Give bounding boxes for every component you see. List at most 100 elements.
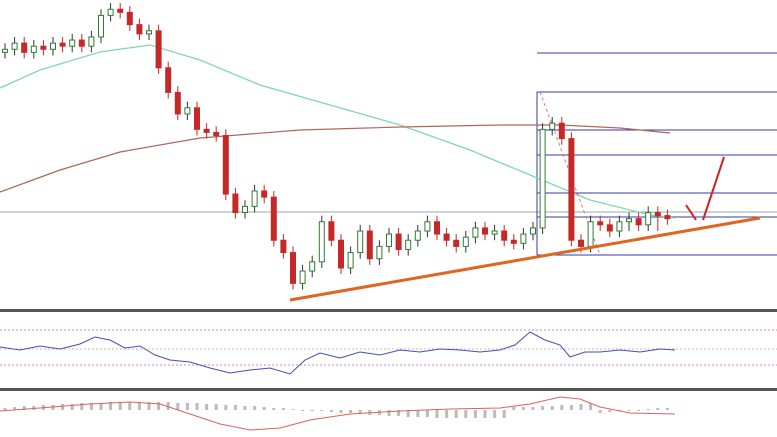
candle-body xyxy=(126,11,133,26)
macd-bar xyxy=(358,410,362,414)
macd-bar xyxy=(301,410,305,411)
candle-body xyxy=(69,39,76,47)
macd-bar xyxy=(493,410,497,418)
trendline xyxy=(289,216,761,302)
macd-bar xyxy=(233,405,237,410)
moving-average-fast xyxy=(0,44,676,219)
separator xyxy=(0,309,777,312)
candle-body xyxy=(280,239,287,254)
fib-levels xyxy=(536,52,777,256)
candle-body xyxy=(184,107,191,115)
macd-bar xyxy=(541,406,545,410)
candle-body xyxy=(530,227,536,235)
macd-bar xyxy=(665,408,669,410)
rsi-line xyxy=(0,331,676,375)
macd-bar xyxy=(531,407,535,410)
candle-body xyxy=(155,30,162,69)
macd-bar xyxy=(608,410,612,412)
macd-bar xyxy=(425,410,429,417)
candle-body xyxy=(510,239,517,244)
macd-bar xyxy=(387,410,391,416)
candle-body xyxy=(558,122,565,140)
candle-body xyxy=(222,135,229,195)
macd-bar xyxy=(195,403,199,410)
macd-bar xyxy=(521,407,525,410)
candle-body xyxy=(11,42,18,50)
candle-body xyxy=(98,14,104,38)
candle-body xyxy=(146,30,152,35)
macd-bar xyxy=(51,405,55,410)
candle-body xyxy=(299,270,306,284)
candle-body xyxy=(203,128,210,133)
macd-bar xyxy=(137,402,141,410)
candle-body xyxy=(635,218,642,226)
candle-body xyxy=(107,8,114,16)
macd-bar xyxy=(598,410,602,413)
macd-bar xyxy=(502,410,506,418)
candle-body xyxy=(357,230,364,254)
macd-bar xyxy=(118,402,122,410)
candle-body xyxy=(213,131,220,137)
macd-bar xyxy=(339,410,343,413)
candle-body xyxy=(318,221,325,263)
arrow xyxy=(685,204,697,221)
candle-body xyxy=(578,239,584,247)
macd-bar xyxy=(157,402,161,410)
candle-body xyxy=(434,221,440,235)
candle-body xyxy=(136,24,143,35)
candle-body xyxy=(117,8,124,13)
macd-bar xyxy=(3,408,7,410)
macd-bar xyxy=(656,408,660,410)
candle-body xyxy=(165,67,172,93)
macd-bar xyxy=(253,406,257,410)
macd-bar xyxy=(483,410,487,418)
candle-body xyxy=(242,205,248,214)
candle-body xyxy=(21,42,28,53)
macd-bar xyxy=(406,410,410,417)
macd-bar xyxy=(89,403,93,410)
candle-body xyxy=(386,233,392,247)
candle-body xyxy=(232,193,239,214)
macd-bar xyxy=(637,410,641,411)
macd-bar xyxy=(166,402,170,410)
candle-body xyxy=(338,239,344,269)
candle-body xyxy=(405,239,412,250)
candle-body xyxy=(462,236,469,247)
candle-body xyxy=(290,252,296,284)
candle-body xyxy=(347,252,354,269)
macd-bar xyxy=(589,403,593,410)
macd-bar xyxy=(435,410,439,418)
macd-bar xyxy=(454,410,458,418)
candle-body xyxy=(59,42,66,47)
candle-body xyxy=(2,48,8,53)
macd-bar xyxy=(512,407,516,410)
macd-bar xyxy=(320,410,324,411)
candle-body xyxy=(78,39,85,47)
macd-bar xyxy=(22,406,26,410)
macd-bar xyxy=(224,405,228,410)
candle-body xyxy=(395,233,402,250)
candle-body xyxy=(549,122,556,130)
macd-bar xyxy=(185,403,189,410)
macd-bar xyxy=(560,405,564,410)
macd-bar xyxy=(310,410,314,411)
candle-body xyxy=(587,221,594,247)
candle-body xyxy=(424,221,431,232)
macd-bar xyxy=(569,405,573,410)
candle-body xyxy=(270,196,277,241)
candle-body xyxy=(491,230,498,235)
macd-bar xyxy=(80,403,84,410)
candle-body xyxy=(414,230,421,241)
candle-body xyxy=(616,221,623,232)
macd-bar xyxy=(416,410,420,417)
macd-bar xyxy=(579,404,583,410)
macd-bar xyxy=(464,410,468,418)
candle-body xyxy=(50,42,56,50)
candle-body xyxy=(606,224,613,232)
macd-bar xyxy=(176,403,180,410)
candle-body xyxy=(597,221,604,226)
macd-bar xyxy=(349,410,353,413)
macd-bar xyxy=(214,404,218,410)
macd-bar xyxy=(70,404,74,410)
